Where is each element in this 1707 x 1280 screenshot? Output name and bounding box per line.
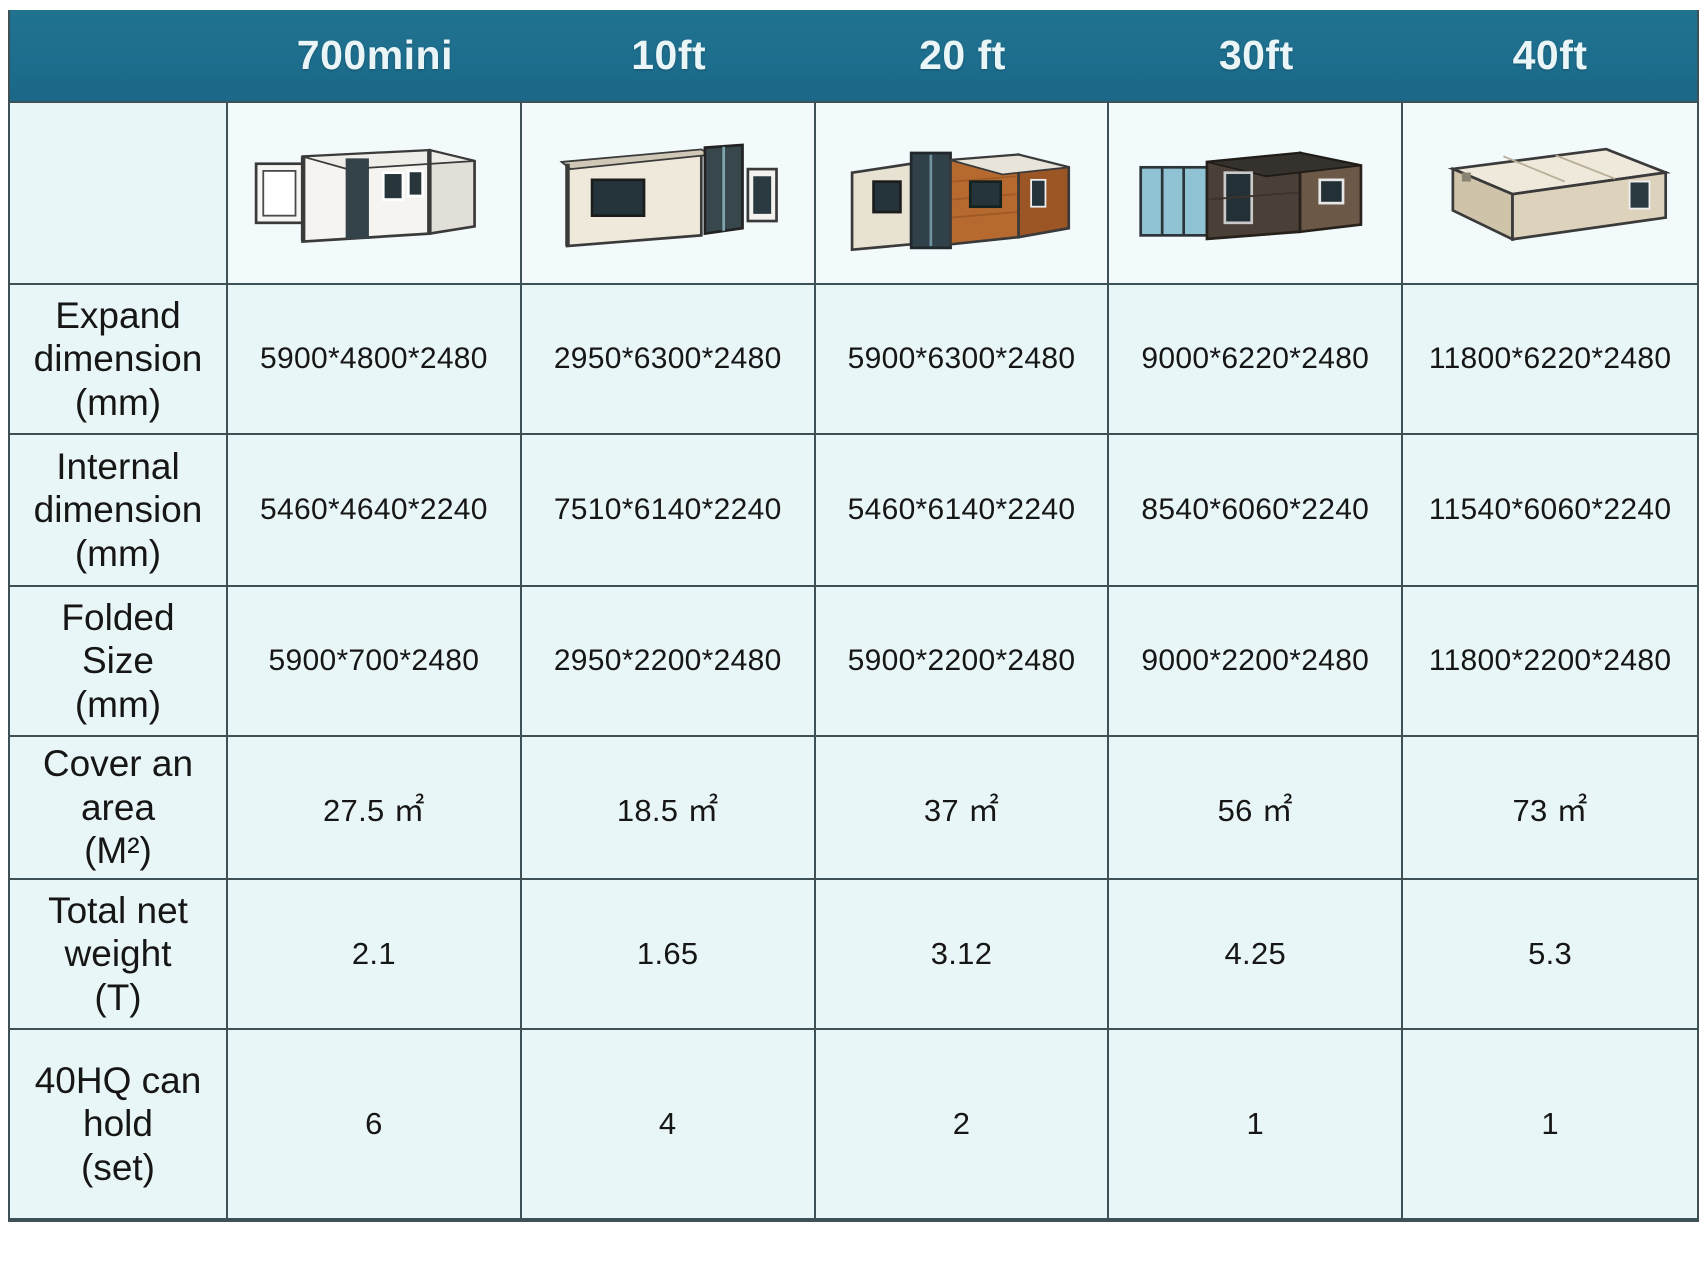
product-image-700mini xyxy=(228,103,522,285)
40hq-hold-10ft: 4 xyxy=(521,1030,816,1220)
product-image-40ft xyxy=(1403,103,1697,285)
image-row-label xyxy=(10,103,228,285)
row-label-net-weight: Total net weight (T) xyxy=(10,880,228,1030)
row-label-unit: (T) xyxy=(94,976,142,1018)
house-illustration-40ft xyxy=(1447,147,1671,242)
expand-dimension-10ft: 2950*6300*2480 xyxy=(521,285,816,435)
house-illustration-20ft xyxy=(850,151,1071,251)
40hq-hold-30ft: 1 xyxy=(1109,1030,1404,1220)
row-label-line: 40HQ can xyxy=(34,1059,202,1101)
folded-size-10ft: 2950*2200*2480 xyxy=(521,587,816,737)
header-corner xyxy=(10,10,228,103)
net-weight-30ft: 4.25 xyxy=(1109,880,1404,1030)
row-label-line: Total net xyxy=(48,889,188,931)
row-label-line: Size xyxy=(82,640,154,682)
expand-dimension-20ft: 5900*6300*2480 xyxy=(815,285,1110,435)
product-image-20ft xyxy=(815,103,1110,285)
net-weight-700mini: 2.1 xyxy=(228,880,522,1030)
row-label-line: hold xyxy=(83,1103,153,1145)
expand-dimension-700mini: 5900*4800*2480 xyxy=(228,285,522,435)
40hq-hold-700mini: 6 xyxy=(228,1030,522,1220)
folded-size-20ft: 5900*2200*2480 xyxy=(815,587,1110,737)
folded-size-30ft: 9000*2200*2480 xyxy=(1109,587,1404,737)
internal-dimension-30ft: 8540*6060*2240 xyxy=(1109,435,1404,587)
column-header-700mini: 700mini xyxy=(228,10,522,103)
cover-area-700mini: 27.5 ㎡ xyxy=(228,737,522,880)
cover-area-40ft: 73 ㎡ xyxy=(1403,737,1697,880)
40hq-hold-20ft: 2 xyxy=(815,1030,1110,1220)
row-label-unit: (mm) xyxy=(74,683,162,725)
row-label-unit: (mm) xyxy=(74,532,162,574)
row-label-cover-area: Cover an area (M²) xyxy=(10,737,228,880)
row-label-line: dimension xyxy=(33,489,203,531)
column-header-40ft: 40ft xyxy=(1403,10,1697,103)
column-header-10ft: 10ft xyxy=(521,10,816,103)
row-label-line: area xyxy=(80,786,156,828)
expand-dimension-30ft: 9000*6220*2480 xyxy=(1109,285,1404,435)
product-image-30ft xyxy=(1109,103,1404,285)
internal-dimension-40ft: 11540*6060*2240 xyxy=(1403,435,1697,587)
row-label-line: Folded xyxy=(61,596,175,638)
internal-dimension-10ft: 7510*6140*2240 xyxy=(521,435,816,587)
row-label-line: weight xyxy=(64,933,172,975)
folded-size-40ft: 11800*2200*2480 xyxy=(1403,587,1697,737)
row-label-line: Expand xyxy=(55,294,181,336)
internal-dimension-20ft: 5460*6140*2240 xyxy=(815,435,1110,587)
row-label-expand-dimension: Expand dimension (mm) xyxy=(10,285,228,435)
net-weight-10ft: 1.65 xyxy=(521,880,816,1030)
expand-dimension-40ft: 11800*6220*2480 xyxy=(1403,285,1697,435)
house-illustration-700mini xyxy=(254,148,476,243)
40hq-hold-40ft: 1 xyxy=(1403,1030,1697,1220)
row-label-40hq-hold: 40HQ can hold (set) xyxy=(10,1030,228,1220)
column-header-30ft: 30ft xyxy=(1109,10,1404,103)
column-header-20ft: 20 ft xyxy=(815,10,1110,103)
net-weight-20ft: 3.12 xyxy=(815,880,1110,1030)
row-label-line: dimension xyxy=(33,338,203,380)
house-illustration-10ft xyxy=(559,143,779,248)
cover-area-20ft: 37 ㎡ xyxy=(815,737,1110,880)
row-label-internal-dimension: Internal dimension (mm) xyxy=(10,435,228,587)
row-label-unit: (M²) xyxy=(84,830,152,872)
folded-size-700mini: 5900*700*2480 xyxy=(228,587,522,737)
row-label-folded-size: Folded Size (mm) xyxy=(10,587,228,737)
comparison-table: 700mini 10ft 20 ft 30ft 40ft xyxy=(8,10,1699,1222)
row-label-unit: (mm) xyxy=(74,381,162,423)
cover-area-30ft: 56 ㎡ xyxy=(1109,737,1404,880)
internal-dimension-700mini: 5460*4640*2240 xyxy=(228,435,522,587)
product-image-10ft xyxy=(521,103,816,285)
cover-area-10ft: 18.5 ㎡ xyxy=(521,737,816,880)
house-illustration-30ft xyxy=(1139,151,1363,241)
row-label-line: Internal xyxy=(56,445,180,487)
net-weight-40ft: 5.3 xyxy=(1403,880,1697,1030)
row-label-unit: (set) xyxy=(81,1146,155,1188)
row-label-line: Cover an xyxy=(42,743,194,785)
